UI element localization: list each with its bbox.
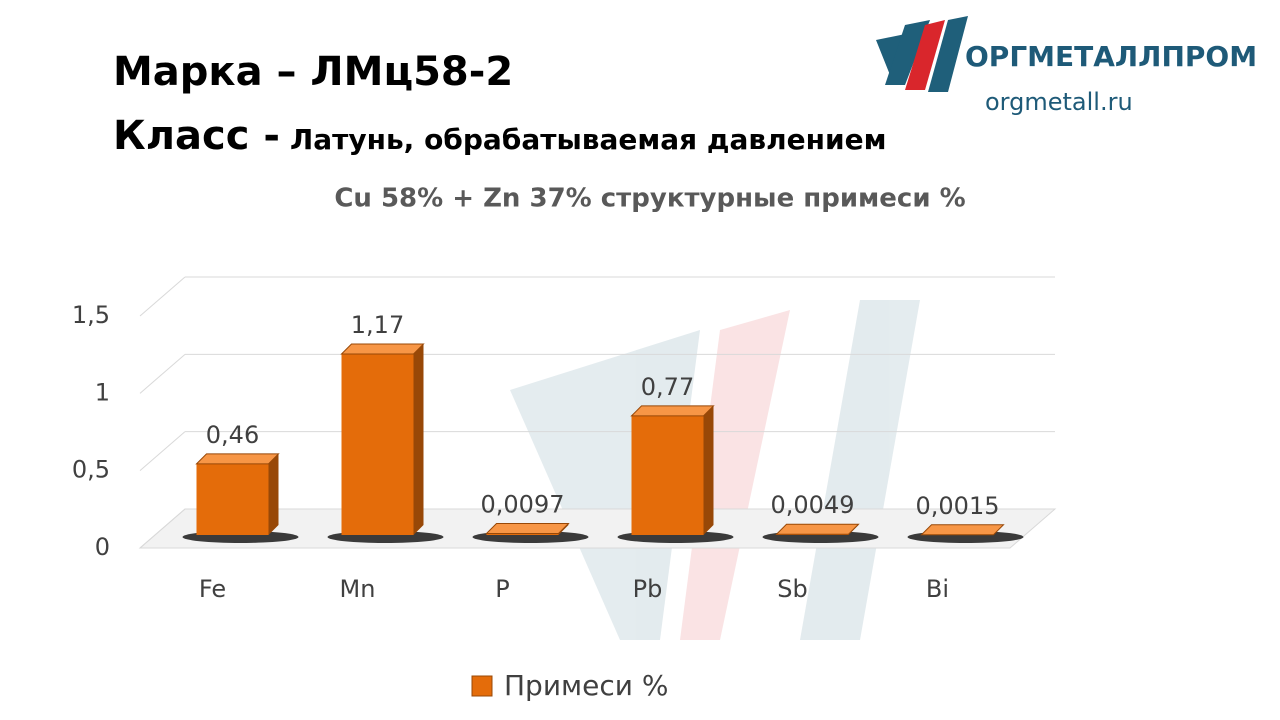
watermark xyxy=(510,300,920,640)
bar-top xyxy=(920,524,1005,536)
x-tick-label: Pb xyxy=(633,575,663,603)
grid-line xyxy=(139,508,186,549)
bar-side xyxy=(413,344,424,535)
x-tick-label: Fe xyxy=(199,575,226,603)
logo-mark xyxy=(876,16,968,92)
class-value: Латунь, обрабатываемая давлением xyxy=(290,123,886,156)
bar-top xyxy=(630,405,715,417)
bar-side xyxy=(703,405,714,535)
bar-top xyxy=(195,453,280,465)
bar xyxy=(631,415,704,535)
chart-title: Cu 58% + Zn 37% структурные примеси % xyxy=(334,184,965,214)
grid-line xyxy=(139,431,186,472)
x-tick-label: P xyxy=(495,575,509,603)
bar xyxy=(486,533,559,535)
class-label: Класс - xyxy=(113,113,280,159)
data-label: 0,77 xyxy=(641,373,694,401)
data-label: 0,46 xyxy=(206,421,259,449)
data-label: 0,0049 xyxy=(771,491,855,519)
data-label: 0,0015 xyxy=(916,492,1000,520)
x-tick-label: Bi xyxy=(926,575,949,603)
bar-top xyxy=(340,343,425,355)
y-tick-label: 1,5 xyxy=(72,301,110,329)
grid-line xyxy=(139,353,186,394)
legend-label: Примеси % xyxy=(504,669,668,702)
data-label: 1,17 xyxy=(351,311,404,339)
title: Марка – ЛМц58-2 xyxy=(113,49,513,95)
x-tick-label: Sb xyxy=(777,575,807,603)
y-tick-label: 1 xyxy=(95,378,110,406)
legend-swatch xyxy=(471,675,493,697)
y-tick-label: 0,5 xyxy=(72,456,110,484)
x-tick-label: Mn xyxy=(340,575,376,603)
grid-line xyxy=(139,276,186,317)
y-tick-label: 0 xyxy=(95,533,110,561)
bar xyxy=(196,463,269,535)
bar-side xyxy=(268,453,279,535)
data-label: 0,0097 xyxy=(481,490,565,518)
bar-top xyxy=(775,523,860,535)
bar-top xyxy=(485,522,570,534)
bar xyxy=(341,354,414,535)
logo-url: orgmetall.ru xyxy=(985,88,1133,116)
logo-name: ОРГМЕТАЛЛПРОМ xyxy=(965,40,1257,73)
